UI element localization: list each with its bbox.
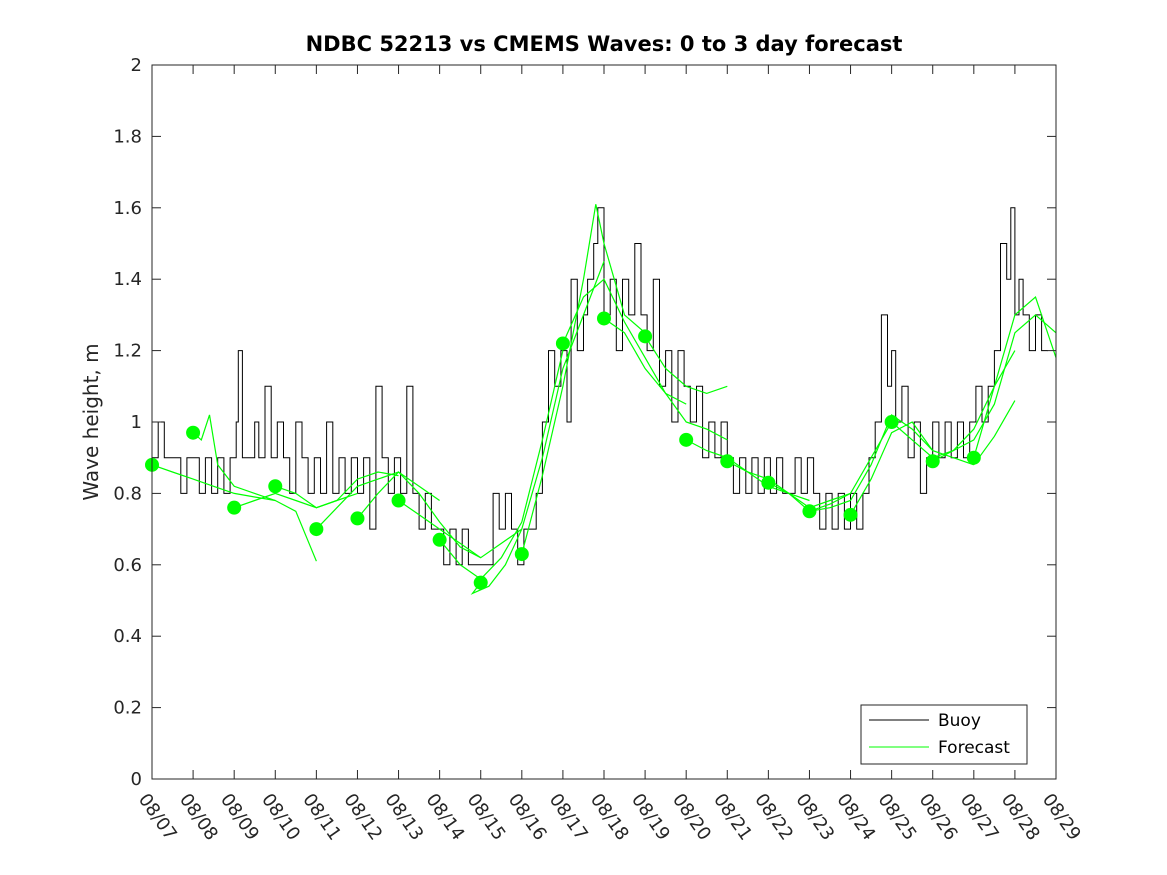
forecast-line: [439, 350, 564, 580]
y-tick-label: 1.2: [113, 341, 142, 362]
y-tick-label: 0.6: [113, 555, 142, 576]
forecast-point: [186, 425, 201, 440]
forecast-line: [849, 421, 974, 516]
legend-buoy-label: Buoy: [938, 711, 981, 731]
y-tick-label: 0.4: [113, 626, 142, 647]
forecast-point: [761, 475, 776, 490]
forecast-point: [925, 454, 940, 469]
forecast-line: [151, 464, 276, 502]
legend: Buoy Forecast: [860, 704, 1028, 765]
y-tick-label: 2: [131, 55, 142, 76]
forecast-line: [768, 421, 893, 512]
forecast-line: [644, 335, 728, 395]
plot-area: [145, 65, 1057, 779]
chart-title: NDBC 52213 vs CMEMS Waves: 0 to 3 day fo…: [306, 32, 903, 56]
forecast-line: [357, 471, 481, 559]
forecast-points-group: [145, 311, 981, 590]
legend-box: [860, 704, 1028, 765]
forecast-point: [720, 454, 735, 469]
forecast-point: [391, 493, 406, 508]
forecast-point: [802, 504, 817, 519]
forecast-point: [268, 479, 283, 494]
y-axis-label: Wave height, m: [79, 343, 103, 500]
forecast-point: [473, 575, 488, 590]
forecast-point: [597, 311, 611, 326]
forecast-line: [973, 295, 1057, 458]
forecast-point: [350, 511, 365, 526]
buoy-line: [152, 207, 1048, 566]
forecast-line: [470, 261, 605, 595]
y-tick-label: 1.6: [113, 198, 142, 219]
forecast-point: [432, 532, 447, 547]
forecast-point: [843, 507, 858, 522]
forecast-line: [275, 471, 399, 509]
forecast-line: [809, 413, 934, 512]
forecast-point: [514, 547, 529, 562]
y-tick-label: 0.2: [113, 698, 142, 719]
y-tick-label: 0: [131, 769, 142, 790]
forecast-series-group: [151, 204, 1057, 595]
forecast-line: [398, 500, 523, 559]
legend-forecast-label: Forecast: [938, 738, 1010, 758]
forecast-line: [603, 318, 728, 441]
y-tick-label: 0.8: [113, 483, 142, 504]
plot-background: [152, 65, 1056, 779]
buoy-series: [152, 207, 1048, 566]
forecast-point: [679, 432, 694, 447]
forecast-line: [521, 204, 646, 555]
forecast-line: [932, 314, 1057, 462]
y-axis: 0 0.2 0.4 0.6 0.8 1 1.2 1.4 1.6 1.8 2: [113, 55, 1056, 790]
forecast-point: [884, 415, 899, 429]
forecast-point: [309, 522, 324, 537]
forecast-point: [555, 336, 570, 351]
forecast-line: [192, 414, 317, 562]
y-tick-label: 1.4: [113, 269, 142, 290]
forecast-point: [227, 500, 242, 515]
y-tick-label: 1: [131, 412, 142, 433]
forecast-point: [966, 450, 981, 465]
forecast-line: [315, 471, 440, 530]
forecast-line: [973, 400, 1016, 466]
forecast-point: [638, 329, 653, 344]
y-tick-label: 1.8: [113, 126, 142, 147]
